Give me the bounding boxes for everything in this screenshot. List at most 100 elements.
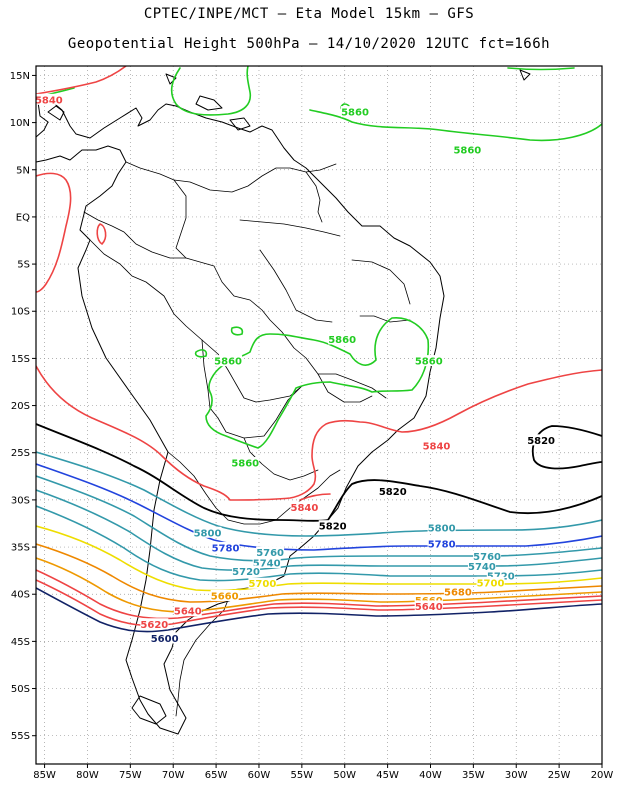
- coastline: [36, 69, 531, 735]
- contour-5620: [36, 579, 602, 627]
- lat-tick-label: 50S: [11, 684, 30, 695]
- contour-label-bg: [210, 589, 239, 601]
- contour-label-bg: [476, 576, 505, 588]
- lon-tick-label: 35W: [462, 770, 485, 781]
- contour-label: 5720: [232, 567, 260, 578]
- lat-tick-label: 30S: [11, 495, 30, 506]
- contour-label-bg: [414, 355, 443, 367]
- contour-label: 5840: [290, 503, 318, 514]
- contour-label-bg: [414, 594, 443, 606]
- lon-tick-label: 45W: [376, 770, 399, 781]
- lat-lon-grid: [36, 66, 603, 764]
- contour-label: 5820: [527, 436, 555, 447]
- contour-label-bg: [150, 632, 179, 644]
- contour-label-bg: [443, 586, 472, 598]
- contour-label: 5860: [453, 145, 481, 156]
- contour-label-bg: [211, 541, 240, 553]
- contour-5820: [36, 423, 602, 522]
- lat-tick-label: 20S: [11, 401, 30, 412]
- contour-5780: [36, 463, 602, 551]
- contour-label: 5700: [477, 578, 505, 589]
- contour-label: 5780: [212, 543, 240, 554]
- lat-tick-label: 5N: [16, 165, 30, 176]
- contour-5640: [36, 569, 602, 620]
- lon-tick-label: 30W: [505, 770, 528, 781]
- lat-tick-label: EQ: [16, 212, 30, 223]
- contour-label-bg: [318, 520, 347, 532]
- lat-tick-label: 15S: [11, 354, 30, 365]
- contour-label: 5860: [328, 335, 356, 346]
- contour-label-bg: [256, 546, 285, 558]
- contour-label: 5680: [444, 588, 472, 599]
- contour-label: 5700: [248, 579, 276, 590]
- contour-5760: [36, 475, 602, 562]
- contour-label: 5820: [379, 487, 407, 498]
- contour-label: 5740: [253, 558, 281, 569]
- lat-tick-label: 25S: [11, 448, 30, 459]
- contour-label: 5660: [211, 591, 239, 602]
- lon-tick-label: 40W: [419, 770, 442, 781]
- contour-label-bg: [453, 143, 482, 155]
- contour-label-bg: [231, 456, 260, 468]
- contour-label: 5800: [194, 528, 222, 539]
- contour-5660: [36, 557, 602, 613]
- lon-tick-label: 60W: [248, 770, 271, 781]
- contour-label-bg: [193, 526, 222, 538]
- lon-tick-label: 85W: [33, 770, 56, 781]
- contour-label-bg: [414, 600, 443, 612]
- contour-label: 5860: [415, 357, 443, 368]
- axis-ticks: 15N 10N 5N EQ 5S 10S 15S 20S 25S 30S 35S 40S 45S 50S 5…: [10, 71, 614, 781]
- contour-5600: [36, 587, 602, 633]
- contour-label: 5800: [428, 524, 456, 535]
- contour-label: 5640: [415, 602, 443, 613]
- contour-label-bg: [232, 565, 261, 577]
- lon-tick-label: 70W: [162, 770, 185, 781]
- contour-label-bg: [473, 550, 502, 562]
- contour-label-bg: [36, 93, 63, 105]
- contour-5800: [36, 451, 602, 537]
- contour-label: 5860: [341, 108, 369, 119]
- lat-tick-label: 15N: [10, 71, 30, 82]
- contour-label: 5740: [468, 562, 496, 573]
- contour-label-bg: [290, 501, 319, 513]
- country-borders: [83, 161, 411, 717]
- contour-label: 5860: [231, 458, 259, 469]
- contour-5680: [36, 543, 602, 603]
- contour-5720: [36, 505, 602, 582]
- lon-tick-label: 65W: [205, 770, 228, 781]
- chart-title: CPTEC/INPE/MCT – Eta Model 15km – GFS: [143, 6, 475, 22]
- contour-label-bg: [248, 577, 277, 589]
- lat-tick-label: 5S: [17, 260, 30, 271]
- contour-labels: 5840586058605860586058605860584058405820…: [36, 93, 556, 645]
- contour-label-bg: [328, 333, 357, 345]
- lat-tick-label: 40S: [11, 590, 30, 601]
- contour-label: 5620: [140, 620, 168, 631]
- lat-tick-label: 55S: [11, 731, 30, 742]
- plot-frame: [35, 65, 603, 765]
- lon-tick-label: 75W: [119, 770, 142, 781]
- contour-label-bg: [422, 440, 451, 452]
- lon-tick-label: 20W: [591, 770, 614, 781]
- lat-tick-label: 45S: [11, 637, 30, 648]
- contour-label-bg: [467, 560, 496, 572]
- lon-tick-label: 80W: [76, 770, 99, 781]
- contour-label-bg: [173, 605, 202, 617]
- lon-tick-label: 25W: [548, 770, 571, 781]
- lat-tick-label: 10N: [10, 118, 30, 129]
- contour-label: 5760: [256, 548, 284, 559]
- lat-tick-label: 10S: [11, 307, 30, 318]
- contour-label-bg: [140, 618, 169, 630]
- contour-label-bg: [378, 485, 407, 497]
- lon-tick-label: 50W: [333, 770, 356, 781]
- contour-label: 5760: [473, 552, 501, 563]
- contour-label-bg: [427, 538, 456, 550]
- contour-label: 5780: [428, 540, 456, 551]
- contour-label-bg: [427, 522, 456, 534]
- chart-subtitle: Geopotential Height 500hPa – 14/10/2020 …: [67, 36, 551, 52]
- contour-label-bg: [341, 106, 370, 118]
- contour-5860: [36, 66, 602, 449]
- lon-tick-label: 55W: [291, 770, 314, 781]
- contour-label: 5820: [319, 522, 347, 533]
- contour-label: 5600: [151, 634, 179, 645]
